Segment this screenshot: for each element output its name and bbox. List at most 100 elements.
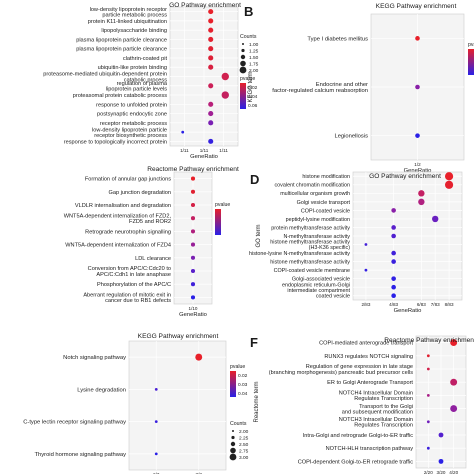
data-point: [391, 225, 396, 230]
y-axis-label: GO term: [256, 224, 262, 247]
data-point: [426, 446, 430, 450]
data-point: [190, 229, 196, 234]
category-label: WNT5A-dependent internalization of FZD4: [65, 243, 171, 249]
panel-letter: F: [250, 335, 258, 350]
category-label: histone methyltransferase activity: [270, 259, 350, 265]
colorbar: [240, 83, 246, 109]
category-label: COPI-dependent Golgi-to-ER retrograde tr…: [298, 459, 413, 465]
category-label: proteasome-mediated ubiquitin-dependent …: [43, 72, 167, 84]
category-label: plasma lipoprotein particle clearance: [76, 47, 167, 53]
data-point: [391, 250, 396, 256]
category-label: Regulation of gene expression in late st…: [269, 364, 413, 376]
size-legend-label: 2.50: [239, 442, 249, 448]
data-point: [391, 284, 396, 290]
x-tick-label: 2/83: [361, 302, 370, 307]
category-label: Gap junction degradation: [108, 190, 171, 196]
size-legend-dot: [232, 430, 234, 432]
data-point: [208, 64, 214, 70]
size-legend-dot: [231, 435, 235, 440]
category-label: plasma lipoprotein particle clearance: [76, 37, 167, 43]
category-label: protein K11-linked ubiquitination: [88, 19, 167, 25]
data-point: [450, 405, 458, 413]
category-label: proteasomal protein catabolic process: [73, 93, 167, 99]
data-point: [190, 216, 196, 221]
data-point: [190, 295, 196, 300]
colorbar-label: 0.02: [238, 373, 248, 379]
size-legend-dot: [242, 43, 244, 45]
category-label: N-methyltransferase activity: [283, 234, 350, 240]
category-label: WNT5A-dependent internalization of FZD2,…: [64, 213, 172, 225]
x-axis-label: GeneRatio: [394, 308, 422, 314]
category-label: C-type lectin receptor signaling pathway: [23, 420, 126, 426]
category-label: Thyroid hormone signaling pathway: [34, 452, 126, 458]
panel-letter: D: [250, 172, 259, 187]
data-point: [190, 282, 196, 287]
x-tick-label: 4/83: [389, 302, 398, 307]
data-point: [208, 18, 214, 24]
category-label: COPI-coated vesicle: [301, 208, 350, 214]
data-point: [444, 172, 454, 181]
data-point: [418, 190, 425, 197]
data-point: [415, 84, 420, 90]
category-label: VLDLR internalisation and degradation: [75, 203, 171, 209]
data-point: [208, 101, 214, 107]
x-tick-label: 1/11: [200, 148, 209, 153]
size-legend-label: 2.25: [239, 435, 249, 441]
data-point: [154, 452, 158, 456]
size-legend-dot: [240, 54, 246, 60]
data-point: [208, 27, 214, 33]
data-point: [208, 36, 214, 42]
size-legend-dot: [240, 60, 246, 67]
category-label: response to unfolded protein: [96, 102, 167, 108]
data-point: [208, 46, 214, 52]
data-point: [391, 259, 396, 264]
category-label: low-density lipoprotein receptor particle…: [90, 7, 168, 19]
size-legend-title: Counts: [230, 421, 247, 427]
data-point: [432, 215, 439, 223]
plot-area: [128, 340, 227, 471]
size-legend-label: 2.00: [239, 429, 249, 435]
category-label: coated vesicle: [316, 294, 350, 300]
size-legend-label: 1.50: [249, 55, 259, 61]
category-label: histone methyltransferase activity (H3-K3…: [270, 240, 350, 251]
category-label: regulation of plasma lipoprotein particle…: [106, 81, 168, 93]
colorbar: [468, 49, 474, 75]
category-label: Golgi vesicle transport: [297, 200, 351, 206]
size-legend-title: Counts: [240, 34, 257, 40]
data-point: [208, 138, 214, 144]
size-legend-label: 2.75: [239, 448, 249, 454]
data-point: [364, 243, 368, 246]
category-label: Endocrine and other factor-regulated calc…: [272, 82, 368, 94]
x-tick-label: 3/3: [196, 472, 203, 474]
size-legend-dot: [229, 453, 237, 461]
data-point: [426, 420, 430, 424]
data-point: [181, 130, 185, 134]
category-label: Legionellosis: [334, 134, 368, 140]
category-label: COPI-mediated anterograde transport: [319, 341, 413, 347]
category-label: Lysine degradation: [77, 387, 126, 393]
panel-3: [173, 171, 213, 305]
y-axis-label: Reactome term: [254, 381, 260, 422]
data-point: [208, 9, 214, 15]
colorbar-label: 0.06: [248, 103, 258, 109]
data-point: [208, 111, 214, 117]
category-label: lipopolysaccharide binding: [101, 28, 167, 34]
panel-6: [415, 335, 467, 469]
data-point: [391, 233, 396, 239]
colorbar-label: 0.04: [238, 391, 248, 397]
x-tick-label: 1/11: [180, 148, 189, 153]
category-label: Intra-Golgi and retrograde Golgi-to-ER t…: [303, 433, 413, 439]
panel-1: [169, 6, 239, 147]
x-tick-label: 3/20: [437, 470, 446, 474]
data-point: [221, 91, 229, 99]
data-point: [190, 255, 196, 260]
data-point: [364, 268, 368, 272]
data-point: [154, 387, 158, 391]
colorbar: [230, 371, 236, 397]
chart-title: KEGG Pathway enrichment: [138, 333, 219, 340]
category-label: Formation of annular gap junctions: [85, 177, 171, 183]
colorbar-label: 0.02: [248, 85, 258, 91]
x-tick-label: 1/10: [189, 306, 198, 311]
size-legend-label: 3.00: [239, 455, 249, 461]
